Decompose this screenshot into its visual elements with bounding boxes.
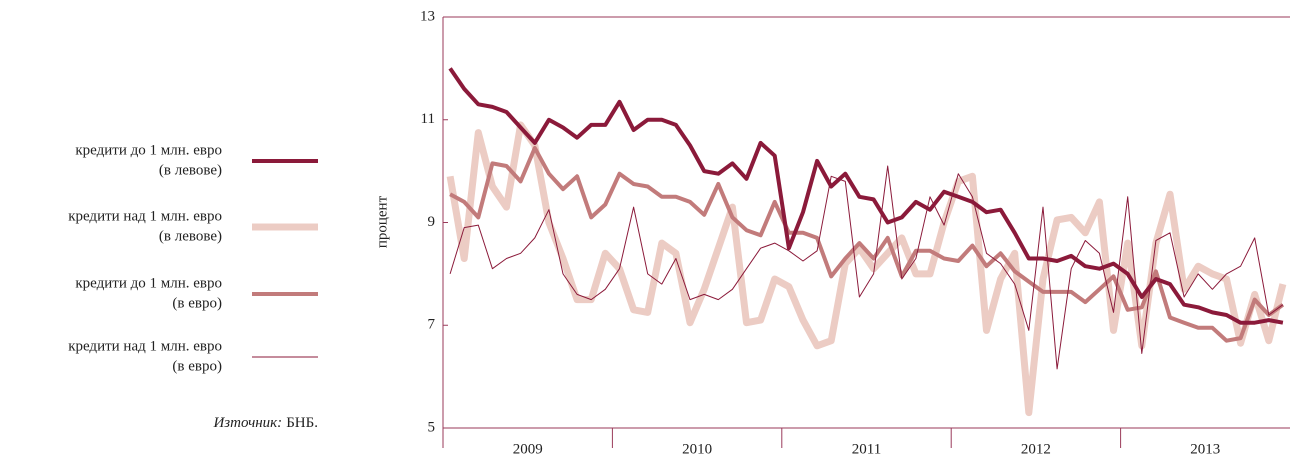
source-label: Източник: bbox=[212, 415, 282, 431]
legend-label: (в левове) bbox=[159, 228, 222, 244]
legend-label: (в левове) bbox=[159, 162, 222, 178]
legend-label: кредити над 1 млн. евро bbox=[68, 338, 222, 354]
x-tick-label: 2010 bbox=[682, 441, 712, 457]
series-line bbox=[449, 165, 1284, 370]
x-tick-label: 2012 bbox=[1021, 441, 1051, 457]
x-tick-label: 2013 bbox=[1190, 441, 1220, 457]
legend-label: кредити над 1 млн. евро bbox=[68, 208, 222, 224]
x-tick-label: 2009 bbox=[513, 441, 543, 457]
legend-label: (в евро) bbox=[172, 295, 222, 311]
source-text: БНБ. bbox=[286, 415, 318, 431]
y-tick-label: 13 bbox=[420, 8, 435, 24]
legend-label: кредити до 1 млн. евро bbox=[75, 275, 222, 291]
y-axis-label: процент bbox=[374, 195, 390, 248]
source: Източник: БНБ. bbox=[212, 415, 318, 431]
y-tick-label: 9 bbox=[428, 214, 436, 230]
y-tick-label: 11 bbox=[421, 111, 435, 127]
y-tick-label: 7 bbox=[428, 317, 436, 333]
legend-label: (в евро) bbox=[172, 358, 222, 374]
legend-label: кредити до 1 млн. евро bbox=[75, 142, 222, 158]
series-line bbox=[449, 146, 1285, 343]
series-line bbox=[448, 67, 1284, 325]
y-tick-label: 5 bbox=[428, 419, 436, 435]
x-tick-label: 2011 bbox=[852, 441, 881, 457]
series-line bbox=[446, 121, 1287, 417]
